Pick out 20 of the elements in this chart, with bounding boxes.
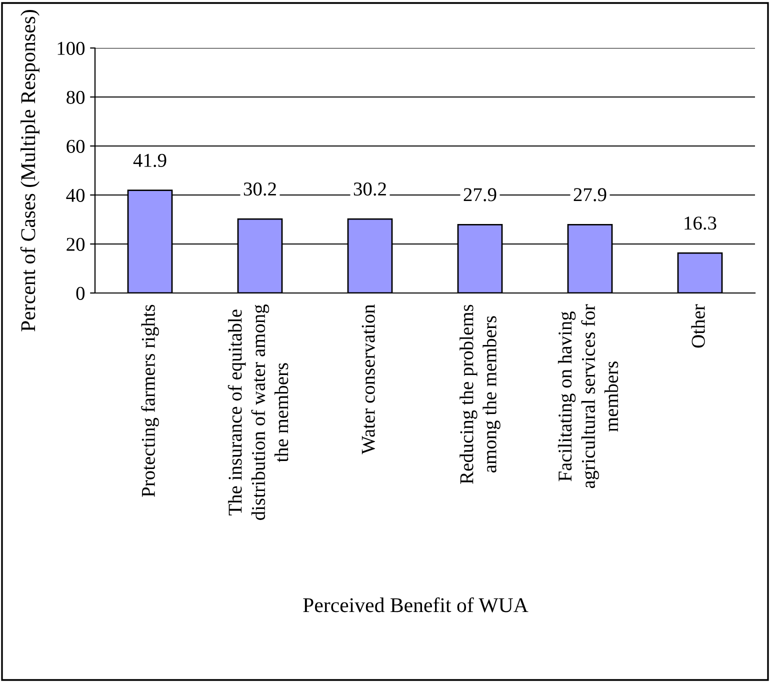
- y-axis-title: Percent of Cases (Multiple Responses): [20, 10, 40, 332]
- data-label: 16.3: [684, 216, 716, 230]
- x-tick-label: The insurance of equitable distribution of water among the members: [228, 304, 288, 520]
- data-label: 30.2: [354, 182, 386, 196]
- x-tick-label: Other: [691, 304, 705, 348]
- data-label: 30.2: [244, 182, 276, 196]
- y-tick-label: 40: [66, 188, 85, 202]
- x-tick-label: Reducing the problems among the members: [460, 304, 500, 484]
- data-label: 41.9: [133, 154, 166, 168]
- x-tick-label: Water conservation: [362, 304, 375, 454]
- x-tick-label: Protecting farmers rights: [141, 304, 159, 497]
- data-label: 27.9: [464, 188, 496, 202]
- y-tick-label: 60: [66, 140, 85, 153]
- y-tick-label: 20: [66, 238, 85, 251]
- y-tick-label: 100: [58, 42, 85, 55]
- x-axis-title: Perceived Benefit of WUA: [303, 597, 528, 612]
- data-label: 27.9: [574, 188, 606, 202]
- y-tick-label: 0: [76, 286, 85, 300]
- y-tick-label: 80: [66, 90, 85, 104]
- x-tick-label: Facilitating on having agricultural services for members: [558, 304, 618, 488]
